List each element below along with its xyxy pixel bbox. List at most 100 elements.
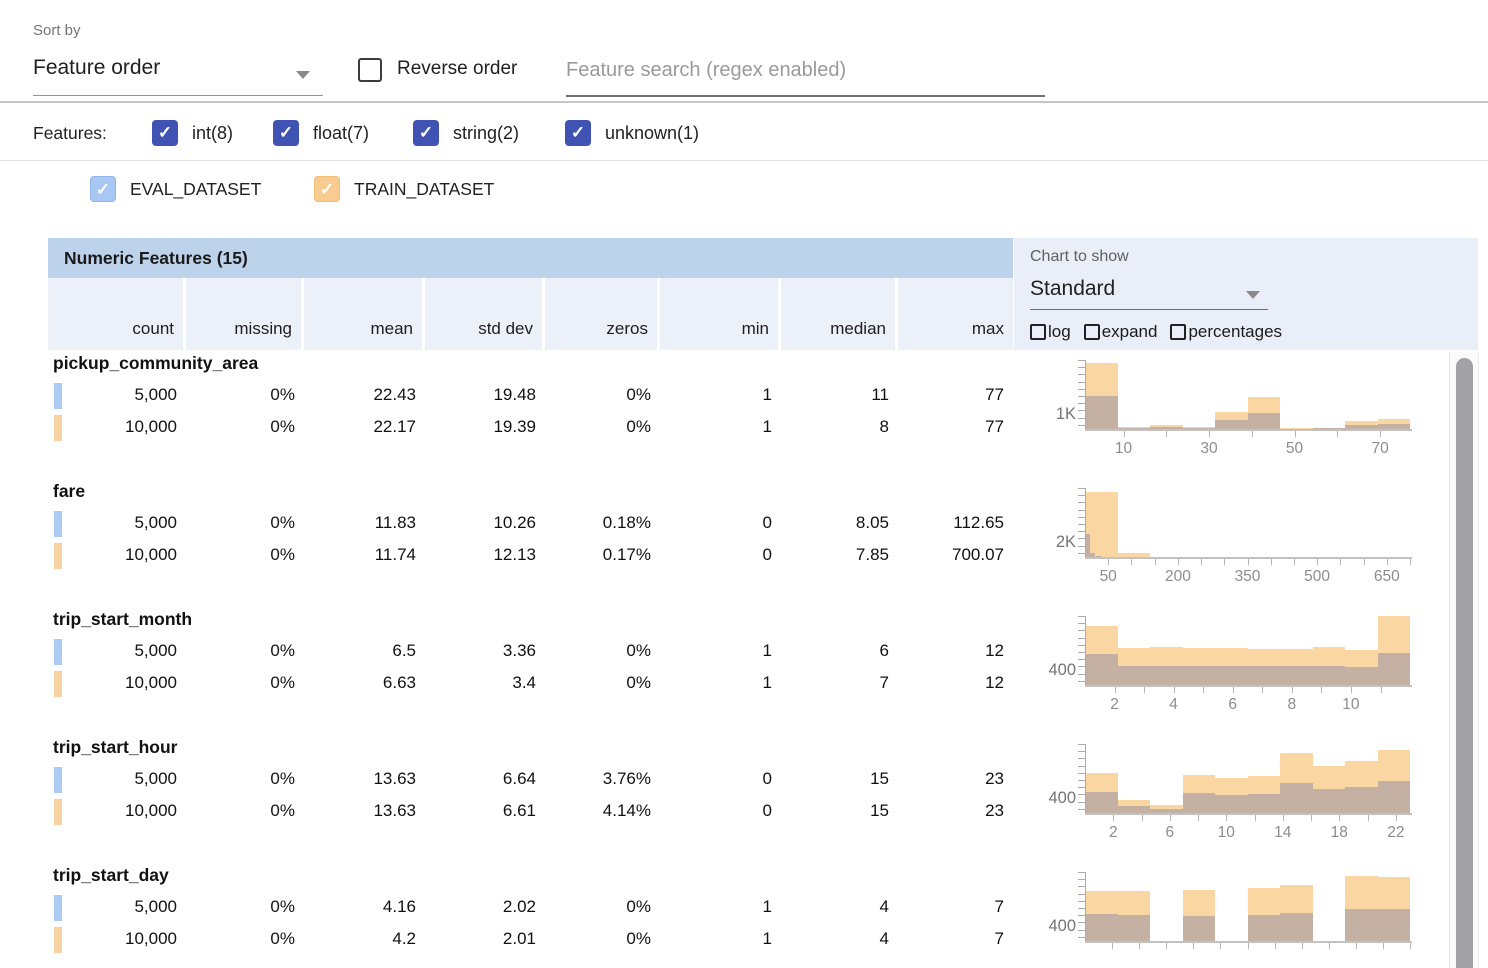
log-checkbox[interactable] bbox=[1030, 324, 1046, 340]
stat-value: 0% bbox=[270, 801, 295, 820]
eval-bar bbox=[1182, 428, 1215, 429]
y-axis-tick bbox=[1078, 879, 1085, 881]
y-axis-tick bbox=[1078, 801, 1085, 803]
stat-value: 7 bbox=[994, 929, 1004, 948]
train-dataset-marker bbox=[54, 671, 62, 697]
stat-value: 1 bbox=[762, 385, 772, 404]
stat-value: 0% bbox=[270, 769, 295, 788]
eval-bar bbox=[1182, 665, 1215, 685]
column-header-min: min bbox=[660, 278, 781, 350]
eval-bar bbox=[1312, 665, 1345, 685]
y-axis-line bbox=[1085, 744, 1086, 813]
eval-bar bbox=[1280, 783, 1313, 813]
y-axis-tick bbox=[1078, 915, 1085, 917]
eval-bar bbox=[1150, 665, 1183, 685]
chevron-down-icon[interactable] bbox=[1246, 291, 1260, 299]
y-axis-tick bbox=[1078, 403, 1085, 405]
checkbox-checked-icon[interactable]: ✓ bbox=[152, 120, 178, 146]
stat-value: 0% bbox=[270, 929, 295, 948]
chart-type-dropdown[interactable]: Standard bbox=[1030, 277, 1116, 300]
reverse-order-checkbox[interactable] bbox=[358, 58, 382, 82]
checkbox-checked-icon[interactable]: ✓ bbox=[413, 120, 439, 146]
stat-value: 7.85 bbox=[855, 545, 889, 564]
dataset-checkbox-icon[interactable]: ✓ bbox=[90, 176, 116, 202]
scrollbar-thumb[interactable] bbox=[1456, 358, 1473, 968]
stat-value: 10,000 bbox=[125, 929, 177, 948]
x-axis-tick bbox=[1340, 559, 1342, 565]
expand-label: expand bbox=[1101, 322, 1158, 341]
stat-value: 15 bbox=[870, 769, 889, 788]
y-axis-line bbox=[1085, 616, 1086, 685]
stat-row-eval: 5,000 0% 22.43 19.48 0% 1 11 77 bbox=[48, 380, 1013, 412]
chart-to-show-label: Chart to show bbox=[1030, 248, 1129, 265]
eval-bar bbox=[1085, 792, 1118, 813]
feature-name: trip_start_day bbox=[53, 865, 169, 885]
legend-item-train_dataset: ✓ TRAIN_DATASET bbox=[314, 176, 494, 202]
eval-bar bbox=[1312, 789, 1345, 813]
feature-type-filter-float7: ✓ float(7) bbox=[273, 120, 369, 146]
x-axis-tick bbox=[1380, 687, 1382, 693]
sort-by-label: Sort by bbox=[33, 22, 81, 39]
y-axis-tick bbox=[1078, 360, 1085, 361]
x-axis-tick bbox=[1177, 559, 1179, 565]
checkbox-checked-icon[interactable]: ✓ bbox=[273, 120, 299, 146]
sort-by-dropdown[interactable]: Feature order bbox=[33, 56, 161, 79]
expand-checkbox[interactable] bbox=[1083, 324, 1100, 340]
x-axis-tick bbox=[1386, 559, 1388, 565]
stat-value: 22.43 bbox=[373, 385, 416, 404]
x-axis-line bbox=[1085, 685, 1412, 687]
stat-value: 10,000 bbox=[125, 417, 177, 436]
eval-bar bbox=[1247, 793, 1280, 813]
stat-value: 5,000 bbox=[134, 641, 177, 660]
x-axis-tick bbox=[1311, 815, 1313, 821]
y-axis-label: 400 bbox=[1048, 789, 1076, 808]
chevron-down-icon[interactable] bbox=[296, 71, 310, 79]
stat-value: 77 bbox=[985, 385, 1004, 404]
vertical-scrollbar[interactable] bbox=[1449, 352, 1479, 968]
histogram-plot bbox=[1078, 744, 1410, 813]
eval-bar bbox=[1085, 396, 1118, 429]
stat-value: 1 bbox=[762, 641, 772, 660]
stat-value: 0 bbox=[762, 801, 772, 820]
log-label: log bbox=[1048, 322, 1071, 341]
stat-value: 0% bbox=[626, 929, 651, 948]
x-axis-tick bbox=[1350, 687, 1352, 693]
y-axis-line bbox=[1085, 872, 1086, 941]
column-header-mean: mean bbox=[304, 278, 425, 350]
feature-type-filter-int8: ✓ int(8) bbox=[152, 120, 233, 146]
x-axis-tick bbox=[1317, 559, 1319, 565]
x-axis-tick-label: 650 bbox=[1373, 568, 1400, 585]
eval-bar bbox=[1090, 552, 1096, 557]
x-axis-tick bbox=[1294, 431, 1296, 437]
percentages-checkbox[interactable] bbox=[1170, 324, 1187, 340]
feature-search-input[interactable]: Feature search (regex enabled) bbox=[566, 59, 847, 81]
x-axis-tick bbox=[1224, 559, 1226, 565]
y-axis-tick bbox=[1078, 616, 1085, 617]
dataset-checkbox-icon[interactable]: ✓ bbox=[314, 176, 340, 202]
stat-value: 6.63 bbox=[382, 673, 416, 692]
x-axis-tick-label: 22 bbox=[1387, 824, 1405, 841]
stat-row-train: 10,000 0% 11.74 12.13 0.17% 0 7.85 700.07 bbox=[48, 540, 1013, 572]
x-axis-tick bbox=[1201, 559, 1203, 565]
feature-type-filter-string2: ✓ string(2) bbox=[413, 120, 519, 146]
x-axis-tick bbox=[1193, 943, 1195, 949]
stat-value: 1 bbox=[762, 673, 772, 692]
x-axis-tick-label: 200 bbox=[1164, 568, 1191, 585]
stat-value: 4 bbox=[879, 897, 889, 916]
y-axis-tick bbox=[1078, 488, 1085, 489]
stat-value: 5,000 bbox=[134, 769, 177, 788]
checkbox-checked-icon[interactable]: ✓ bbox=[565, 120, 591, 146]
y-axis-label: 400 bbox=[1048, 917, 1076, 936]
percentages-label: percentages bbox=[1188, 322, 1283, 341]
eval-bar bbox=[1085, 534, 1091, 557]
y-axis-tick bbox=[1078, 758, 1085, 760]
stat-value: 3.36 bbox=[502, 641, 536, 660]
eval-bar bbox=[1117, 666, 1150, 685]
eval-bar bbox=[1085, 654, 1118, 685]
y-axis-tick bbox=[1078, 424, 1085, 426]
features-label: Features: bbox=[33, 123, 107, 143]
stat-value: 6 bbox=[879, 641, 889, 660]
y-axis-label: 2K bbox=[1055, 533, 1076, 552]
x-axis-tick-label: 2 bbox=[1110, 696, 1119, 713]
y-axis-tick bbox=[1078, 652, 1085, 653]
